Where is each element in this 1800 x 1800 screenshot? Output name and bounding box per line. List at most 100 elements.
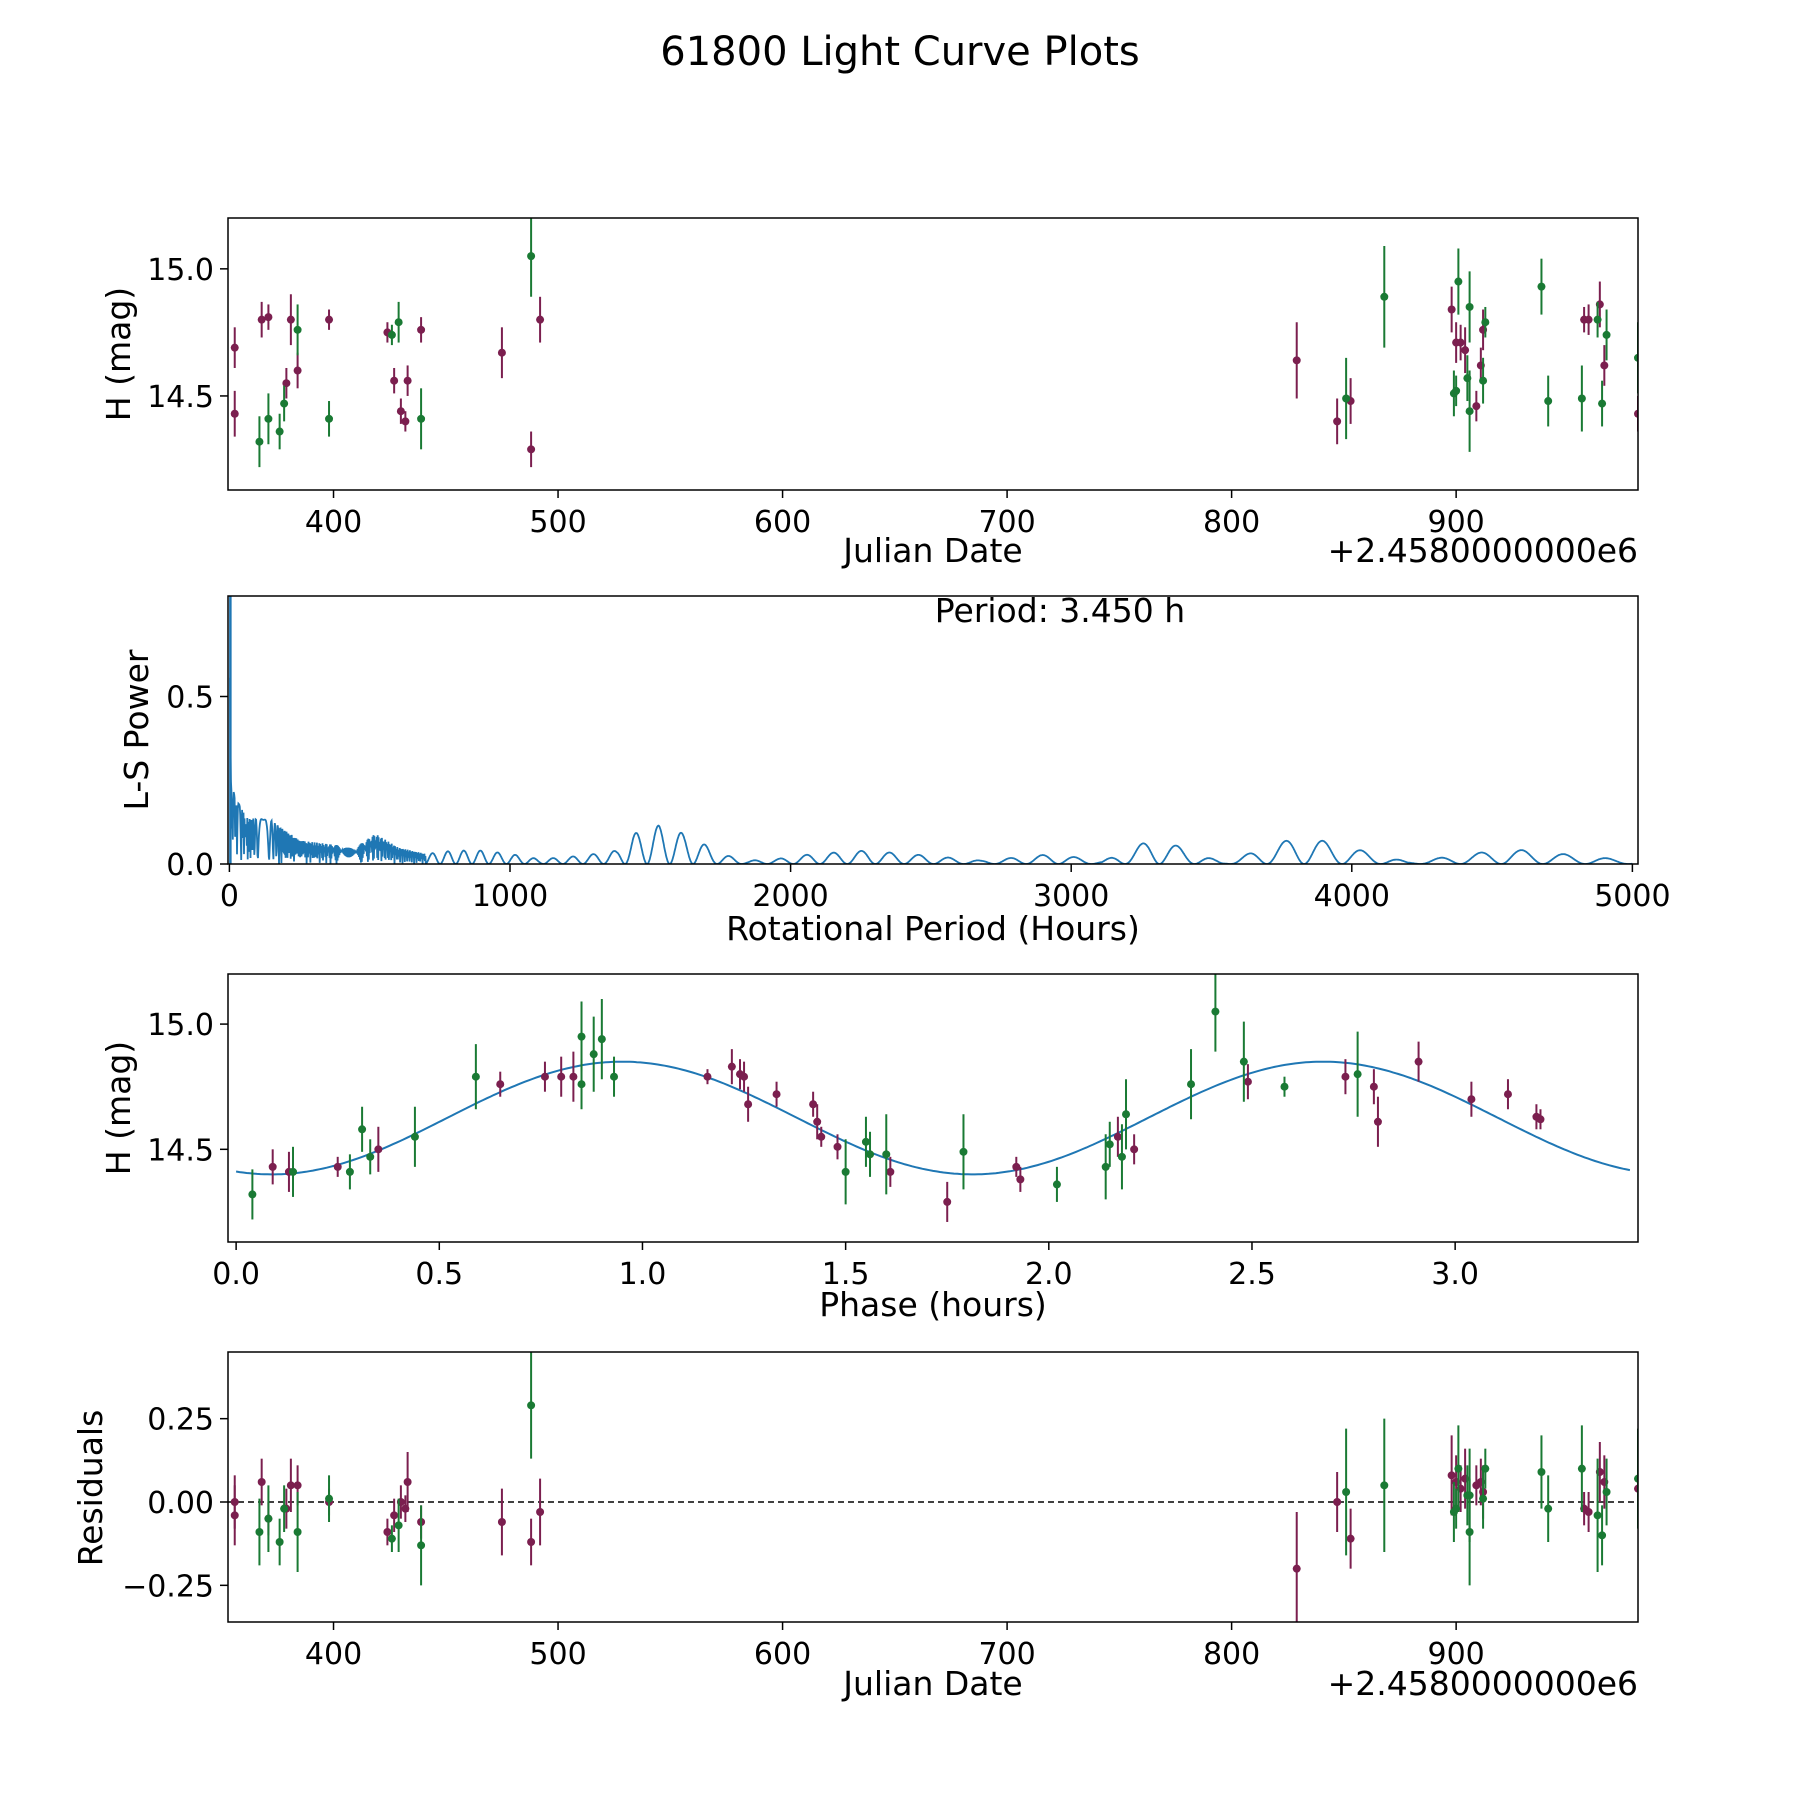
light-curve-purple-point bbox=[527, 445, 536, 454]
phase-x-tick-label: 1.5 bbox=[822, 1257, 870, 1292]
light-curve-green-point bbox=[417, 414, 426, 423]
residuals-purple-point bbox=[1292, 1564, 1301, 1573]
light-curve-purple-point bbox=[1634, 409, 1638, 418]
residuals-green-point bbox=[280, 1504, 289, 1513]
light-curve-green-point bbox=[1544, 397, 1553, 406]
periodogram-x-tick-label: 3000 bbox=[1033, 879, 1109, 914]
phase-green-point bbox=[861, 1137, 870, 1146]
phase-purple-point bbox=[557, 1072, 566, 1081]
phase-purple-point bbox=[540, 1072, 549, 1081]
periodogram-x-label: Rotational Period (Hours) bbox=[726, 909, 1140, 948]
light-curve-y-tick-label: 15.0 bbox=[147, 253, 214, 288]
residuals-panel: Julian Date +2.4580000000e6 Residuals 40… bbox=[71, 1351, 1639, 1703]
light-curve-purple-point bbox=[497, 348, 506, 357]
light-curve-green-point bbox=[1380, 292, 1389, 301]
phase-green-point bbox=[1353, 1070, 1362, 1079]
light-curve-green-point bbox=[293, 325, 302, 334]
residuals-green-point bbox=[394, 1521, 403, 1530]
periodogram-axes-frame bbox=[227, 595, 1639, 865]
light-curve-purple-point bbox=[403, 376, 412, 385]
residuals-x-tick-label: 500 bbox=[529, 1637, 586, 1672]
residuals-green-point bbox=[325, 1494, 334, 1503]
residuals-x-label: Julian Date bbox=[841, 1664, 1023, 1703]
phase-purple-point bbox=[1012, 1162, 1021, 1171]
phase-x-tick-label: 0.5 bbox=[415, 1257, 463, 1292]
phase-purple-point bbox=[1467, 1095, 1476, 1104]
light-curve-purple-point bbox=[401, 417, 410, 426]
phase-purple-point bbox=[1130, 1145, 1139, 1154]
residuals-purple-point bbox=[257, 1478, 266, 1486]
phase-green-point bbox=[410, 1132, 419, 1141]
light-curve-green-point bbox=[1479, 376, 1488, 385]
light-curve-purple-point bbox=[264, 313, 273, 322]
light-curve-purple-point bbox=[230, 343, 239, 352]
phase-purple-point bbox=[1369, 1082, 1378, 1091]
phase-purple-point bbox=[817, 1132, 826, 1141]
residuals-x-tick-label: 800 bbox=[1203, 1637, 1260, 1672]
light-curve-green-point bbox=[1598, 399, 1607, 408]
residuals-purple-point bbox=[230, 1511, 239, 1520]
residuals-green-point bbox=[1598, 1531, 1607, 1540]
light-curve-green-point bbox=[1342, 394, 1351, 403]
periodogram-y-tick-label: 0.0 bbox=[166, 848, 214, 883]
residuals-x-tick-label: 400 bbox=[305, 1637, 362, 1672]
light-curve-purple-point bbox=[390, 376, 399, 385]
phase-purple-point bbox=[772, 1090, 781, 1099]
light-curve-green-point bbox=[1465, 407, 1474, 416]
phase-x-tick-label: 1.0 bbox=[619, 1257, 667, 1292]
residuals-green-point bbox=[255, 1528, 264, 1536]
phase-green-point bbox=[289, 1167, 298, 1176]
phase-green-point bbox=[248, 1190, 257, 1199]
phase-green-point bbox=[366, 1152, 375, 1161]
light-curve-data-layer bbox=[230, 218, 1638, 468]
light-curve-purple-point bbox=[1472, 402, 1481, 411]
residuals-purple-point bbox=[293, 1481, 302, 1490]
phase-green-point bbox=[1117, 1152, 1126, 1161]
residuals-green-point bbox=[1481, 1464, 1490, 1473]
phase-purple-point bbox=[569, 1072, 578, 1081]
light-curve-plot-area bbox=[230, 218, 1638, 468]
residuals-green-point bbox=[1342, 1488, 1351, 1496]
light-curve-green-point bbox=[264, 414, 273, 423]
light-curve-x-tick-label: 700 bbox=[978, 505, 1035, 540]
periodogram-annotation: Period: 3.450 h bbox=[935, 591, 1185, 630]
figure-title: 61800 Light Curve Plots bbox=[660, 29, 1139, 75]
phase-x-label: Phase (hours) bbox=[819, 1285, 1047, 1324]
light-curve-x-tick-label: 400 bbox=[305, 505, 362, 540]
phase-green-point bbox=[882, 1150, 891, 1159]
light-curve-purple-point bbox=[325, 315, 334, 324]
light-curve-x-tick-label: 900 bbox=[1428, 505, 1485, 540]
residuals-purple-point bbox=[527, 1538, 536, 1546]
residuals-green-point bbox=[387, 1534, 396, 1543]
phase-green-point bbox=[1101, 1162, 1110, 1171]
light-curve-purple-point bbox=[1456, 338, 1465, 347]
residuals-purple-point bbox=[390, 1511, 399, 1520]
phase-green-point bbox=[597, 1035, 606, 1044]
light-curve-x-label: Julian Date bbox=[841, 531, 1023, 570]
phase-green-point bbox=[1122, 1110, 1131, 1119]
residuals-purple-point bbox=[1447, 1471, 1456, 1480]
phase-purple-point bbox=[1503, 1090, 1512, 1099]
light-curve-green-point bbox=[255, 437, 264, 446]
residuals-green-point bbox=[264, 1514, 273, 1523]
phase-purple-point bbox=[496, 1080, 505, 1089]
light-curve-purple-point bbox=[230, 409, 239, 418]
phase-purple-point bbox=[1536, 1115, 1545, 1124]
light-curve-y-label: H (mag) bbox=[99, 287, 138, 421]
light-curve-x-tick-label: 600 bbox=[754, 505, 811, 540]
phase-purple-point bbox=[1341, 1072, 1350, 1081]
phase-purple-point bbox=[1373, 1117, 1382, 1126]
phase-green-point bbox=[358, 1125, 367, 1134]
light-curve-green-point bbox=[325, 414, 334, 423]
phase-green-point bbox=[345, 1167, 354, 1176]
light-curve-purple-point bbox=[1461, 346, 1470, 355]
phase-green-point bbox=[1239, 1057, 1248, 1066]
phase-x-tick-label: 0.0 bbox=[212, 1257, 260, 1292]
light-curve-purple-point bbox=[1292, 356, 1301, 365]
residuals-purple-point bbox=[1333, 1498, 1342, 1506]
residuals-green-point bbox=[1577, 1464, 1586, 1473]
residuals-y-tick-label: 0.25 bbox=[147, 1403, 214, 1438]
light-curve-green-point bbox=[1537, 282, 1546, 291]
